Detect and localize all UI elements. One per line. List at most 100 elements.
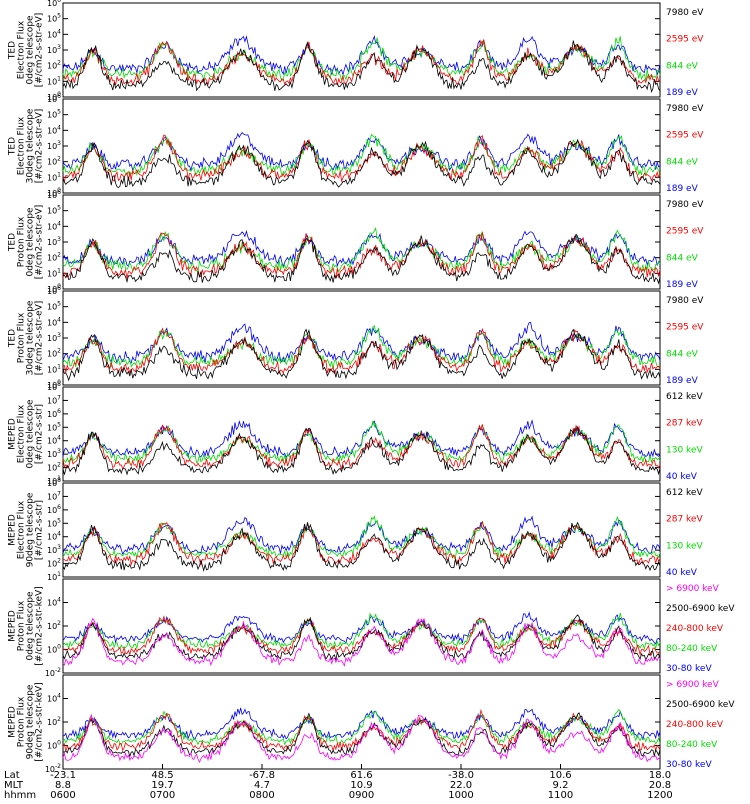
y-axis-label-line: [#/cm2-s-str-eV] — [35, 301, 45, 376]
legend-entry: 80-240 keV — [666, 740, 718, 750]
y-axis-label-line: [#/cm2-s-str-eV] — [35, 205, 45, 280]
legend-entry: 287 keV — [666, 419, 703, 429]
y-axis-label-line: TED — [8, 137, 18, 156]
legend-entry: 40 keV — [666, 568, 698, 578]
y-tick-label: 10-2 — [45, 763, 61, 774]
y-tick-label: 103 — [47, 544, 61, 555]
x-axis-tick-label: 0900 — [349, 790, 374, 800]
legend-entry: 844 eV — [666, 157, 699, 167]
y-tick-label: 106 — [47, 189, 61, 200]
y-axis-label-line: Electron Flux — [17, 404, 27, 463]
x-axis-tick-label: 22.0 — [450, 780, 472, 791]
y-tick-label: 102 — [47, 252, 61, 263]
y-tick-label: 102 — [47, 558, 61, 569]
y-tick-label: 105 — [47, 301, 61, 312]
y-tick-label: 106 — [47, 408, 61, 419]
legend-entry: 7980 eV — [666, 296, 704, 306]
legend-entry: 844 eV — [666, 253, 699, 263]
legend-entry: 40 keV — [666, 472, 698, 482]
panel-frame — [62, 98, 661, 194]
legend-entry: 2500-6900 keV — [666, 700, 735, 710]
y-tick-label: 108 — [47, 477, 61, 488]
x-axis-tick-label: 1100 — [548, 790, 573, 800]
y-axis-label-line: MEPED — [8, 418, 18, 450]
y-axis-label-line: TED — [8, 329, 18, 348]
legend-entry: 2595 eV — [666, 131, 704, 141]
series-line — [62, 708, 661, 746]
y-tick-label: 104 — [47, 435, 61, 446]
y-tick-label: 101 — [47, 571, 61, 582]
y-tick-label: 100 — [47, 740, 61, 751]
legend-entry: 287 keV — [666, 515, 703, 525]
y-axis-label-line: [#/cm2-s-str-keV] — [35, 682, 45, 761]
x-axis-tick-label: 48.5 — [151, 770, 173, 781]
legend-entry: 80-240 keV — [666, 644, 718, 654]
legend-entry: 612 keV — [666, 488, 703, 498]
panel-2: 100 101 102 103 104 105 106 TED Electron Flux 30d… — [8, 93, 705, 198]
y-tick-label: 102 — [47, 156, 61, 167]
y-tick-label: 105 — [47, 205, 61, 216]
y-tick-label: 100 — [47, 187, 61, 198]
y-tick-label: 102 — [47, 716, 61, 727]
series-line — [62, 327, 661, 375]
y-tick-label: 10-2 — [45, 667, 61, 678]
y-tick-label: 104 — [47, 28, 61, 39]
series-line — [62, 420, 661, 465]
series-line — [62, 226, 661, 274]
y-axis-label-line: Electron Flux — [17, 20, 27, 79]
y-axis-label-line: Proton Flux — [17, 696, 27, 747]
y-tick-label: 106 — [47, 504, 61, 515]
x-axis-tick-label: 8.8 — [55, 780, 71, 791]
legend-entry: 189 eV — [666, 88, 699, 98]
legend-entry: 189 eV — [666, 280, 699, 290]
x-axis-tick-label: 20.8 — [649, 780, 671, 791]
y-tick-label: 104 — [47, 316, 61, 327]
y-tick-label: 103 — [47, 44, 61, 55]
series-line — [62, 36, 661, 81]
y-tick-label: 100 — [47, 91, 61, 102]
y-tick-label: 104 — [47, 220, 61, 231]
x-axis-row-label: hhmm — [4, 790, 36, 800]
x-axis-tick-label: 18.0 — [649, 770, 671, 781]
y-axis-label-line: Proton Flux — [17, 216, 27, 267]
y-tick-label: 101 — [47, 171, 61, 182]
y-tick-label: 108 — [47, 381, 61, 392]
series-line — [62, 713, 661, 763]
y-tick-label: 100 — [47, 379, 61, 390]
y-tick-label: 102 — [47, 620, 61, 631]
series-line — [62, 520, 661, 567]
y-axis-label-line: 90deg telescope — [26, 492, 36, 567]
y-axis-label-line: TED — [8, 233, 18, 252]
panel-7: 10-2 100 102 104 MEPED Proton Flux 0deg telesc… — [8, 578, 735, 678]
y-axis-label-line: 30deg telescope — [26, 300, 36, 375]
y-axis-label-line: 0deg telescope — [26, 399, 36, 469]
series-line — [62, 425, 661, 476]
legend-entry: 240-800 keV — [666, 720, 724, 730]
x-axis-tick-label: 0600 — [50, 790, 75, 800]
legend-entry: 844 eV — [666, 61, 699, 71]
x-axis-tick-label: 9.2 — [553, 780, 569, 791]
y-axis-label-line: 0deg telescope — [26, 15, 36, 85]
y-tick-label: 104 — [47, 531, 61, 542]
x-axis-tick-label: 1000 — [448, 790, 473, 800]
series-line — [62, 419, 661, 459]
panel-frame — [62, 482, 661, 578]
y-tick-label: 102 — [47, 60, 61, 71]
x-axis-tick-label: -23.1 — [50, 770, 76, 781]
x-axis-tick-label: 1200 — [647, 790, 672, 800]
legend-entry: 30-80 keV — [666, 664, 712, 674]
y-tick-label: 102 — [47, 348, 61, 359]
y-tick-label: 100 — [47, 644, 61, 655]
y-axis-label-line: 30deg telescope — [26, 108, 36, 183]
y-axis-label-line: [#/cm2-s-str-eV] — [35, 13, 45, 88]
y-tick-label: 101 — [47, 267, 61, 278]
legend-entry: 240-800 keV — [666, 624, 724, 634]
legend-entry: > 6900 keV — [666, 584, 720, 594]
series-line — [62, 615, 661, 657]
y-axis-label-line: Proton Flux — [17, 312, 27, 363]
panel-1: 100 101 102 103 104 105 106 TED Electron Flux 0de… — [8, 0, 705, 102]
panel-8: 10-2 100 102 104 MEPED Proton Flux 90deg teles… — [8, 674, 735, 774]
series-line — [62, 233, 661, 285]
panel-4: 100 101 102 103 104 105 106 TED Proton Flux 30deg… — [8, 285, 705, 390]
